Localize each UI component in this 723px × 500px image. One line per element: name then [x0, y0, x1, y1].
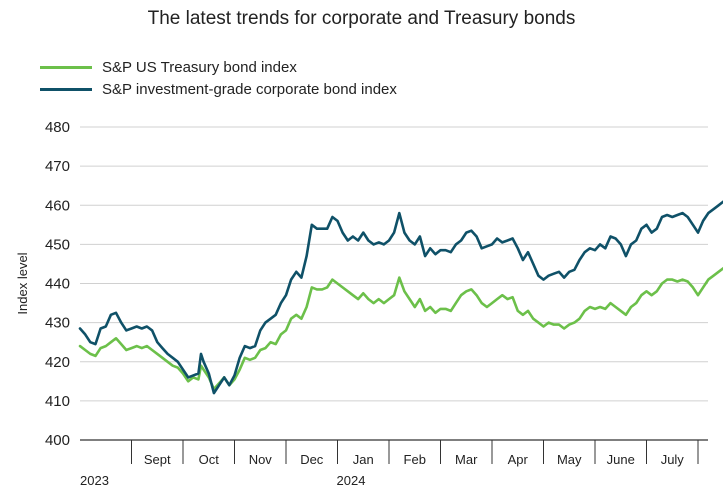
x-month-label: Feb	[404, 452, 426, 467]
y-tick-label: 420	[45, 354, 70, 371]
x-month-label: June	[607, 452, 635, 467]
x-month-label: Oct	[199, 452, 220, 467]
x-month-label: Jan	[353, 452, 374, 467]
legend-label-treasury: S&P US Treasury bond index	[102, 58, 297, 76]
y-tick-label: 440	[45, 276, 70, 293]
x-month-label: Apr	[508, 452, 529, 467]
y-tick-label: 460	[45, 197, 70, 214]
y-tick-label: 470	[45, 158, 70, 175]
x-year-label: 2023	[80, 473, 109, 488]
legend-swatch-treasury	[40, 65, 92, 69]
x-month-label: Sept	[144, 452, 171, 467]
x-month-label: Dec	[300, 452, 324, 467]
x-month-label: July	[661, 452, 685, 467]
legend-label-corporate: S&P investment-grade corporate bond inde…	[102, 80, 397, 98]
y-tick-label: 400	[45, 432, 70, 449]
series-line-treasury	[78, 266, 723, 391]
x-year-label: 2024	[337, 473, 366, 488]
y-axis-title: Index level	[15, 252, 30, 314]
series-line-corporate	[78, 200, 723, 395]
y-tick-label: 410	[45, 393, 70, 410]
legend-swatch-corporate	[40, 87, 92, 91]
chart-title: The latest trends for corporate and Trea…	[147, 8, 576, 29]
legend-item-treasury: S&P US Treasury bond index	[40, 56, 397, 78]
y-tick-label: 450	[45, 236, 70, 253]
y-tick-label: 480	[45, 119, 70, 136]
y-tick-label: 430	[45, 315, 70, 332]
x-month-label: May	[557, 452, 582, 467]
legend-item-corporate: S&P investment-grade corporate bond inde…	[40, 78, 397, 100]
x-month-label: Nov	[249, 452, 273, 467]
chart-legend: S&P US Treasury bond index S&P investmen…	[40, 56, 397, 100]
x-month-label: Mar	[455, 452, 478, 467]
